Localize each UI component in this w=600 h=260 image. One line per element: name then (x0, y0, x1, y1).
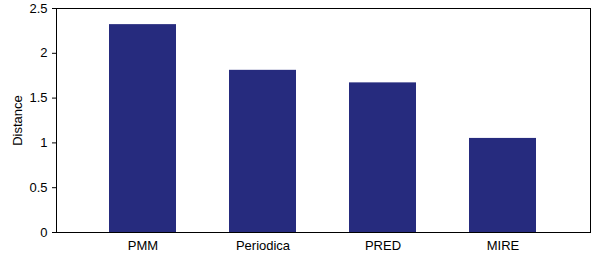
svg-text:2.5: 2.5 (29, 1, 47, 16)
svg-text:Periodica: Periodica (236, 238, 291, 253)
svg-text:0: 0 (40, 225, 47, 240)
svg-text:PMM: PMM (128, 238, 158, 253)
svg-text:2: 2 (40, 45, 47, 60)
svg-text:MIRE: MIRE (487, 238, 520, 253)
svg-text:0.5: 0.5 (29, 180, 47, 195)
svg-text:1.5: 1.5 (29, 90, 47, 105)
svg-text:Distance: Distance (10, 95, 25, 146)
svg-text:1: 1 (40, 135, 47, 150)
svg-text:PRED: PRED (365, 238, 401, 253)
